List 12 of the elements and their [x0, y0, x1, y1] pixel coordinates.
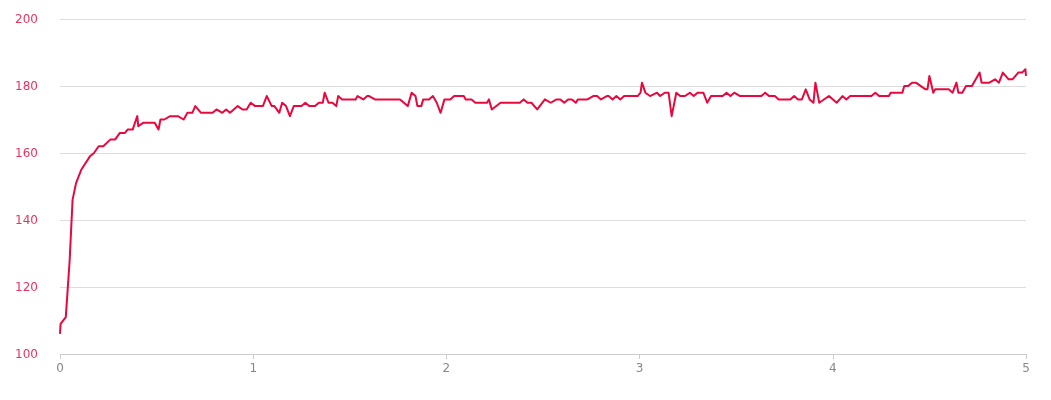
x-tick-label: 0 — [56, 361, 64, 375]
x-tick-label: 5 — [1022, 361, 1030, 375]
y-tick-label: 180 — [15, 79, 38, 93]
y-tick-label: 120 — [15, 280, 38, 294]
y-tick-label: 200 — [15, 12, 38, 26]
y-tick-label: 140 — [15, 213, 38, 227]
x-tick-label: 1 — [249, 361, 258, 375]
x-tick-label: 3 — [635, 361, 644, 375]
y-tick-label: 100 — [15, 347, 38, 361]
x-tick-label: 2 — [442, 361, 451, 375]
x-tick-label: 4 — [828, 361, 837, 375]
y-tick-label: 160 — [15, 146, 38, 160]
